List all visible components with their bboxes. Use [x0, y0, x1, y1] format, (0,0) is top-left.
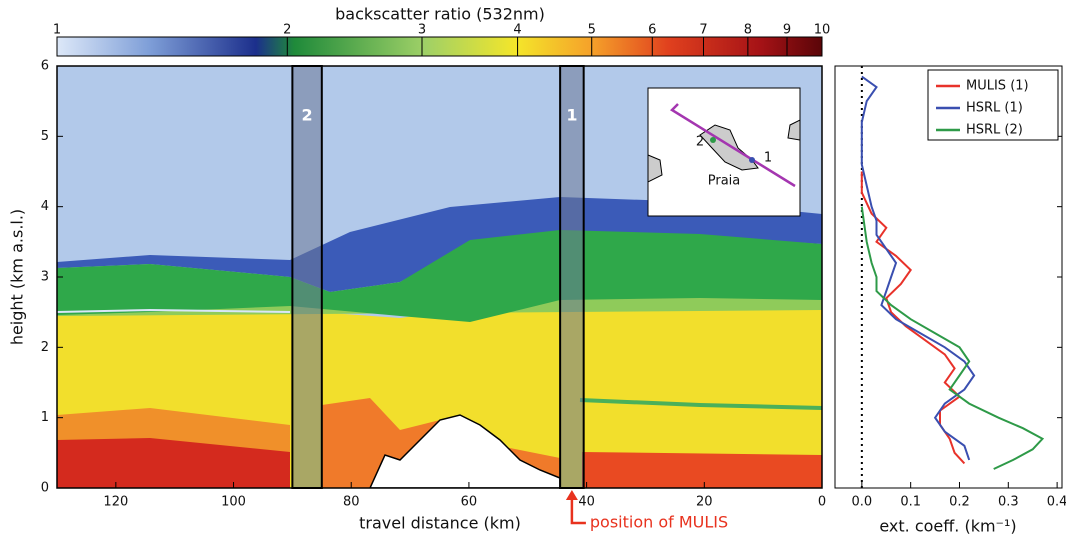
highlight-strip	[291, 65, 323, 489]
x-tick-label: 60	[461, 495, 478, 510]
y-tick-label: 4	[41, 199, 49, 214]
x-tick-label: 20	[696, 495, 713, 510]
colorbar-tick-label: 2	[283, 23, 291, 38]
x-tick-label: 0.3	[998, 495, 1019, 510]
x-tick-label: 0.0	[852, 495, 873, 510]
colorbar-tick-label: 9	[783, 23, 791, 38]
y-axis-label: height (km a.s.l.)	[8, 209, 27, 345]
x-tick-label: 40	[578, 495, 595, 510]
colorbar-label: backscatter ratio (532nm)	[335, 5, 545, 24]
inset-label: 1	[764, 151, 772, 166]
x-tick-label: 0.4	[1047, 495, 1066, 510]
colorbar	[56, 36, 823, 57]
legend-label: HSRL (1)	[966, 101, 1023, 116]
y-tick-label: 3	[41, 270, 49, 285]
inset-label: Praia	[708, 174, 741, 189]
x-tick-label: 0.1	[900, 495, 921, 510]
annotation: position of MULIS	[590, 513, 728, 532]
profile-line	[860, 171, 966, 465]
annotation-arrow	[570, 496, 586, 525]
x-tick-label: 100	[221, 495, 246, 510]
highlight-label: 1	[566, 106, 577, 125]
x-tick-label: 0	[818, 495, 826, 510]
colorbar-tick-label: 6	[648, 23, 656, 38]
x-tick-label: 80	[343, 495, 360, 510]
x-tick-label: 120	[103, 495, 128, 510]
annotation-arrowhead	[565, 490, 578, 500]
colorbar-tick-label: 8	[744, 23, 752, 38]
y-tick-label: 2	[41, 340, 49, 355]
highlight-label: 2	[302, 106, 313, 125]
y-tick-label: 0	[41, 481, 49, 496]
legend-label: HSRL (2)	[966, 123, 1023, 138]
profile-line	[860, 75, 976, 461]
y-tick-label: 5	[41, 129, 49, 144]
colorbar-tick-label: 3	[418, 23, 426, 38]
y-tick-label: 1	[41, 410, 49, 425]
colorbar-tick-label: 5	[588, 23, 596, 38]
legend-box	[927, 69, 1059, 141]
y-tick-label: 6	[41, 59, 49, 74]
inset-map	[647, 87, 801, 217]
inset-label: 2	[696, 135, 704, 150]
highlight-strip	[559, 65, 585, 489]
colorbar-tick-label: 7	[699, 23, 707, 38]
profile-line	[860, 206, 1045, 470]
colorbar-tick-label: 10	[814, 23, 831, 38]
x-tick-label: 0.2	[949, 495, 970, 510]
x-axis-label: travel distance (km)	[359, 514, 521, 533]
colorbar-tick-label: 4	[513, 23, 521, 38]
x-axis-label: ext. coeff. (km⁻¹)	[879, 517, 1016, 536]
legend-label: MULIS (1)	[966, 79, 1029, 94]
colorbar-tick-label: 1	[53, 23, 61, 38]
